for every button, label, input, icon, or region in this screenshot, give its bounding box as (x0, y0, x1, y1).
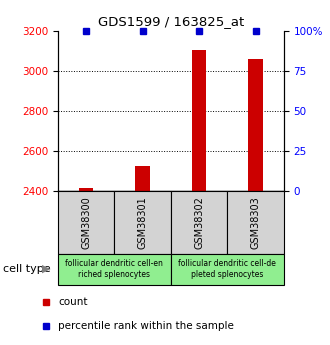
Text: ▶: ▶ (42, 264, 50, 274)
Text: GSM38302: GSM38302 (194, 196, 204, 249)
Text: count: count (58, 297, 88, 307)
Text: GSM38303: GSM38303 (250, 196, 261, 249)
Bar (79, 188, 93, 191)
Title: GDS1599 / 163825_at: GDS1599 / 163825_at (98, 16, 244, 29)
Text: percentile rank within the sample: percentile rank within the sample (58, 321, 234, 331)
Bar (192, 50, 206, 191)
Bar (135, 166, 149, 191)
Text: follicular dendritic cell-en
riched splenocytes: follicular dendritic cell-en riched sple… (65, 259, 163, 279)
Bar (171, 254, 284, 285)
Bar (227, 191, 284, 254)
Bar (248, 59, 263, 191)
Bar (58, 254, 171, 285)
Bar (171, 191, 227, 254)
Text: GSM38300: GSM38300 (81, 196, 91, 249)
Text: follicular dendritic cell-de
pleted splenocytes: follicular dendritic cell-de pleted sple… (178, 259, 276, 279)
Text: GSM38301: GSM38301 (138, 196, 148, 249)
Text: cell type: cell type (3, 264, 51, 274)
Bar (58, 191, 114, 254)
Bar (114, 191, 171, 254)
